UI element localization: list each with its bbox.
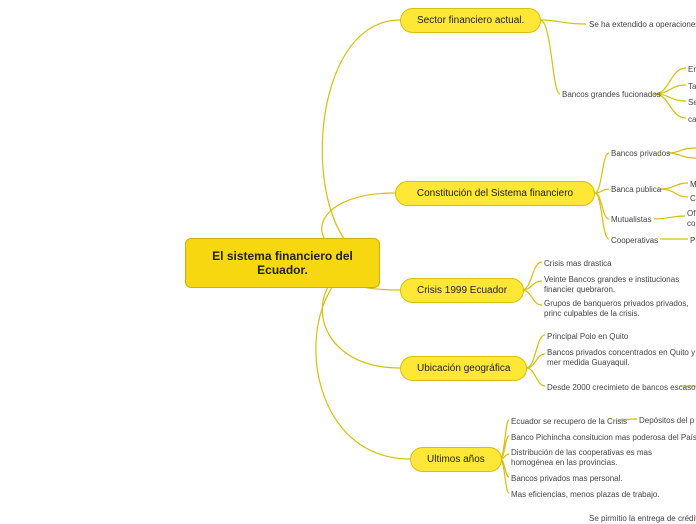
branch-label: Ultimos años <box>427 454 485 465</box>
leaf-node[interactable]: Seg <box>688 98 696 108</box>
leaf-node[interactable]: Ofrec comp <box>687 209 696 228</box>
root-node[interactable]: El sistema financiero del Ecuador. <box>185 238 380 288</box>
branch-label: Crisis 1999 Ecuador <box>417 285 507 296</box>
leaf-node[interactable]: Ma <box>690 180 696 190</box>
leaf-node[interactable]: Bancos privados mas personal. <box>511 474 623 484</box>
leaf-node[interactable]: Depósitos del p <box>639 416 694 426</box>
leaf-node[interactable]: Mutualistas <box>611 215 651 225</box>
leaf-node[interactable]: casa <box>688 115 696 125</box>
branch-label: Ubicación geográfica <box>417 363 510 374</box>
branch-label: Sector financiero actual. <box>417 15 524 26</box>
leaf-node[interactable]: Principal Polo en Quito <box>547 332 628 342</box>
branch-node-ubic[interactable]: Ubicación geográfica <box>400 356 527 381</box>
leaf-node[interactable]: Banco Pichincha consitucion mas poderosa… <box>511 433 696 443</box>
leaf-node[interactable]: Se ha extendido a operaciones mas com <box>589 20 696 30</box>
leaf-node[interactable]: Co <box>690 194 696 204</box>
leaf-node[interactable]: Crisis mas drastica <box>544 259 612 269</box>
leaf-node[interactable]: Banca publica <box>611 185 661 195</box>
leaf-node[interactable]: Desde 2000 crecimieto de bancos escaso <box>547 383 696 393</box>
leaf-node[interactable]: Tarj <box>688 82 696 92</box>
leaf-node[interactable]: Veinte Bancos grandes e institucionas fi… <box>544 275 696 294</box>
branch-node-const[interactable]: Constitución del Sistema financiero <box>395 181 595 206</box>
leaf-node[interactable]: Cooperativas <box>611 236 658 246</box>
leaf-node[interactable]: Mas eficiencias, menos plazas de trabajo… <box>511 490 660 500</box>
leaf-node[interactable]: Bancos privados concentrados en Quito y … <box>547 348 696 367</box>
leaf-node[interactable]: Grupos de banqueros privados privados, p… <box>544 299 696 318</box>
leaf-node[interactable]: Distribución de las cooperativas es mas … <box>511 448 691 467</box>
branch-label: Constitución del Sistema financiero <box>417 188 573 199</box>
leaf-node[interactable]: En s <box>688 65 696 75</box>
root-label: El sistema financiero del Ecuador. <box>212 249 353 277</box>
leaf-node[interactable]: Bancos grandes fucionados <box>562 90 661 100</box>
branch-node-sector[interactable]: Sector financiero actual. <box>400 8 541 33</box>
branch-node-crisis[interactable]: Crisis 1999 Ecuador <box>400 278 524 303</box>
leaf-node[interactable]: Ecuador se recupero de la Crisis <box>511 417 627 427</box>
branch-node-ultimos[interactable]: Ultimos años <box>410 447 502 472</box>
leaf-node[interactable]: Bancos privados <box>611 149 670 159</box>
leaf-node[interactable]: Se pirmitio la entrega de créditos <box>589 514 696 524</box>
leaf-node[interactable]: Pre <box>690 236 696 246</box>
